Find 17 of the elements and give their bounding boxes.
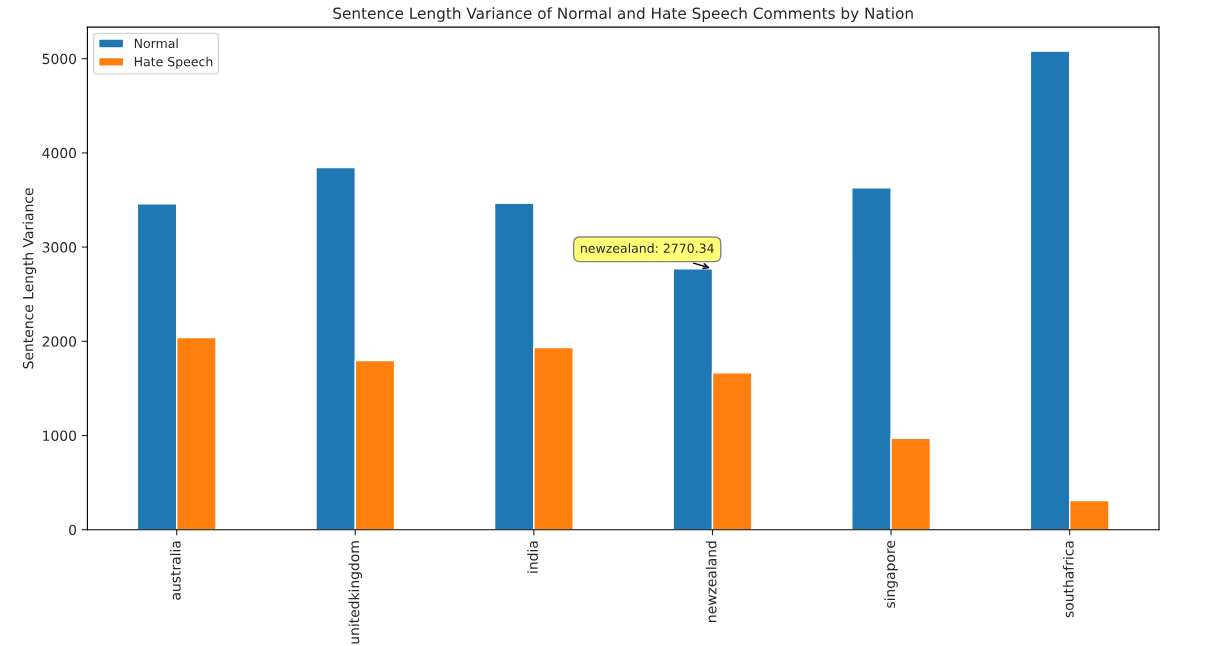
annotation: newzealand: 2770.34 [581, 243, 714, 253]
x-tick-label: newzealand [705, 541, 717, 622]
y-tick-label: 0 [69, 524, 77, 536]
y-tick-label: 3000 [42, 242, 77, 253]
y-tick-label: 5000 [42, 53, 77, 65]
x-tick-label: southafrica [1062, 541, 1074, 618]
y-tick-label: 2000 [42, 336, 77, 347]
legend-label: Hate Speech [134, 56, 213, 69]
x-tick-label: unitedkingdom [348, 541, 363, 644]
chart-title: Sentence Length Variance of Normal and Hate Speech Comments by Nation [333, 7, 913, 22]
y-tick-label: 1000 [43, 430, 77, 441]
x-tick-label: india [527, 541, 538, 573]
x-tick-label: singapore [884, 540, 898, 608]
legend-label: Normal [134, 38, 178, 49]
x-tick-label: australia [169, 541, 181, 600]
y-tick-label: 4000 [42, 147, 77, 159]
y-axis-title: Sentence Length Variance [22, 188, 37, 369]
